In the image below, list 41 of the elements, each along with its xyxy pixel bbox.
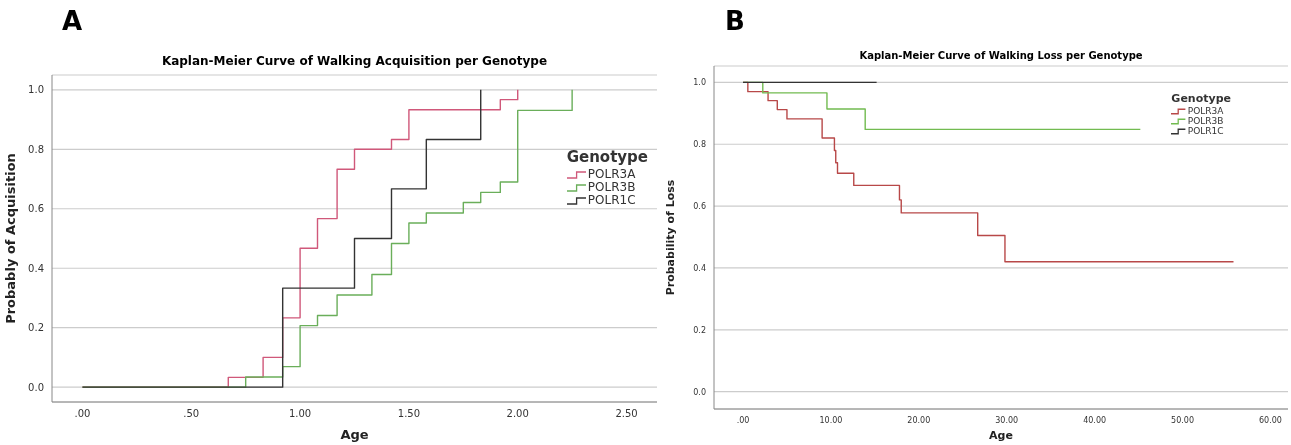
- y-tick-label: 1.0: [693, 78, 706, 88]
- y-tick-label: 0.6: [28, 203, 44, 215]
- y-tick-label: 0.4: [693, 263, 706, 273]
- y-tick-label: 1.0: [28, 84, 44, 96]
- chart-title: Kaplan-Meier Curve of Walking Acquisition per Genotype: [160, 54, 549, 68]
- legend-label: POLR3A: [1187, 106, 1224, 117]
- legend-label: POLR1C: [1187, 125, 1224, 137]
- x-tick-label: 2.00: [506, 408, 529, 420]
- y-axis-title: Probability of Loss: [663, 179, 677, 296]
- text: A: [62, 6, 83, 36]
- legend-label: POLR3A: [587, 167, 636, 182]
- y-axis-title: Probably of Acquisition: [2, 153, 18, 324]
- x-tick-label: 1.50: [397, 408, 421, 420]
- y-tick-label: 0.4: [28, 262, 44, 274]
- x-tick-label: 60.00: [1258, 415, 1282, 425]
- legend-label: POLR3B: [587, 180, 636, 195]
- text: B: [725, 6, 745, 36]
- x-tick-label: 20.00: [907, 415, 931, 425]
- legend-title: Genotype: [566, 148, 648, 166]
- x-tick-label: .00: [736, 415, 750, 425]
- chart-title: Kaplan-Meier Curve of Walking Loss per Genotype: [858, 50, 1144, 61]
- x-tick-label: 1.00: [288, 408, 312, 420]
- x-tick-label: 2.50: [615, 408, 638, 420]
- y-tick-label: 0.0: [28, 381, 44, 393]
- y-tick-label: 0.8: [693, 140, 706, 150]
- x-axis-title: Age: [340, 427, 369, 442]
- y-tick-label: 0.6: [693, 201, 706, 211]
- x-tick-label: 50.00: [1171, 415, 1194, 425]
- y-tick-label: 0.0: [693, 387, 706, 397]
- x-tick-label: .50: [183, 408, 200, 420]
- y-tick-label: 0.2: [693, 325, 706, 335]
- x-tick-label: 40.00: [1083, 415, 1107, 425]
- x-tick-label: 10.00: [819, 415, 843, 425]
- legend-title: Genotype: [1171, 92, 1231, 105]
- legend-label: POLR3B: [1187, 115, 1224, 127]
- y-tick-label: 0.2: [28, 322, 44, 334]
- y-tick-label: 0.8: [28, 143, 44, 155]
- x-tick-label: 30.00: [995, 415, 1019, 425]
- legend-label: POLR1C: [587, 193, 636, 208]
- x-tick-label: .00: [74, 408, 91, 420]
- x-axis-title: Age: [989, 429, 1013, 442]
